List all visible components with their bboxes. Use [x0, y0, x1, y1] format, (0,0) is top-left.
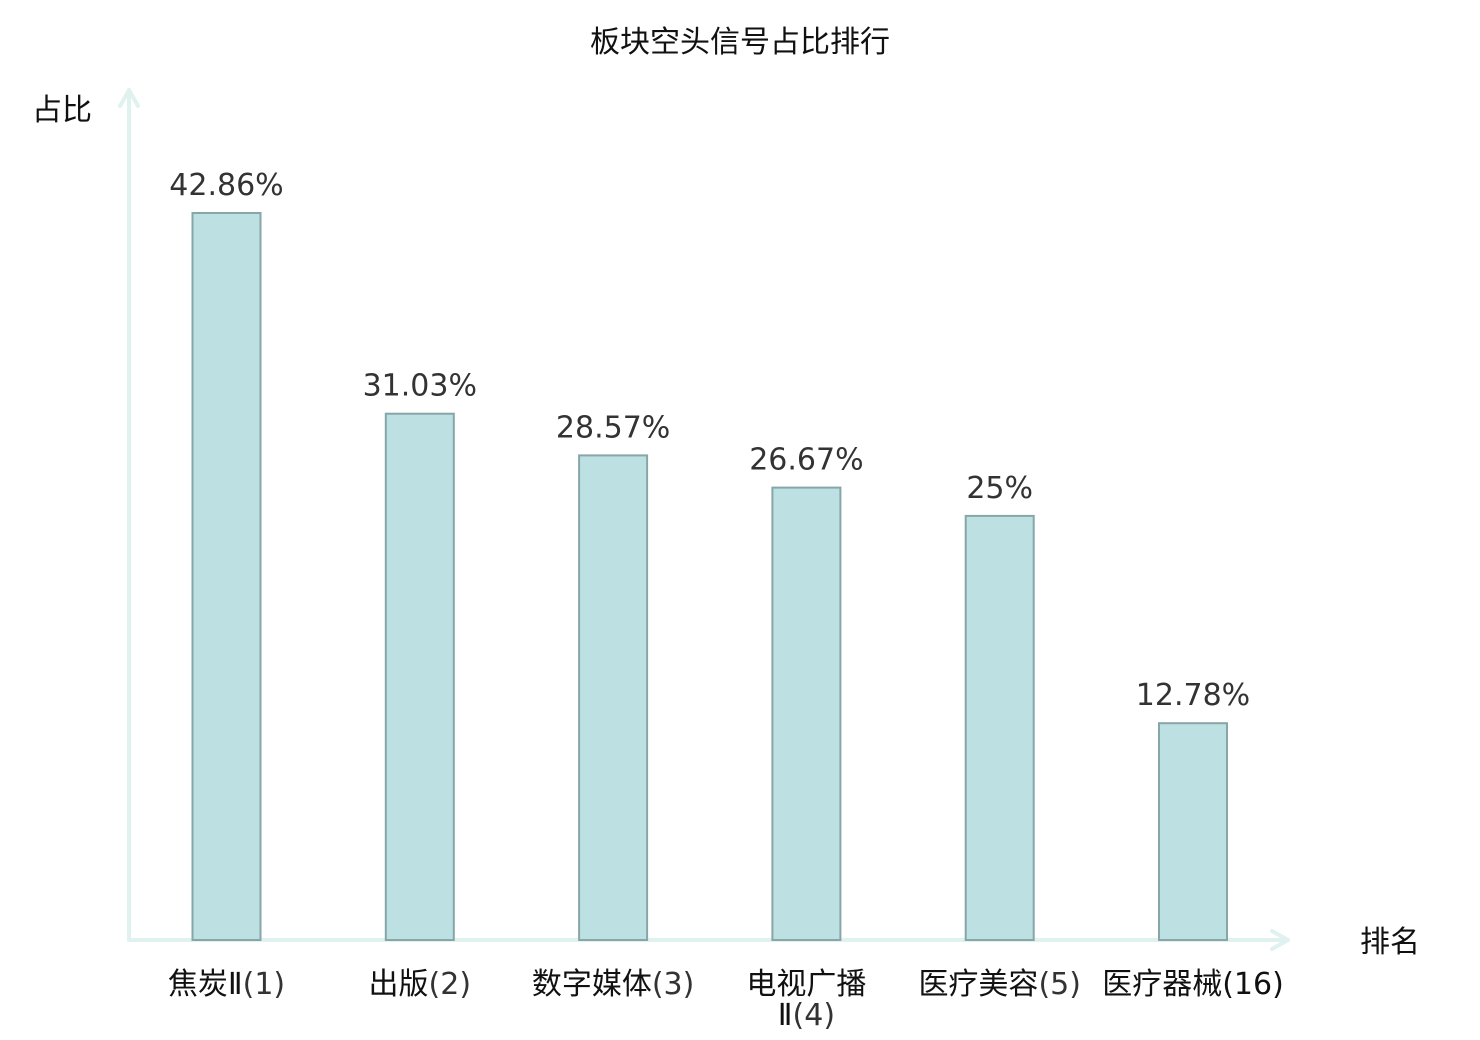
x-tick-rank: (3): [652, 967, 695, 1002]
x-tick-name: 医疗器械: [1102, 967, 1222, 1002]
bar-value-label: 12.78%: [1136, 678, 1250, 713]
x-axis-arrow: [1270, 929, 1290, 951]
chart-title: 板块空头信号占比排行: [590, 25, 890, 60]
x-tick-name: 焦炭Ⅱ: [168, 967, 243, 1002]
bar-value-label: 26.67%: [749, 443, 863, 478]
axes: [118, 88, 1290, 951]
bar: [771, 486, 842, 941]
bar: [578, 454, 649, 941]
x-tick-label: 出版(2): [369, 967, 472, 1002]
y-axis-arrow: [118, 88, 140, 108]
x-tick-name: 数字媒体: [532, 967, 652, 1002]
x-tick-label: 电视广播: [746, 967, 866, 1002]
x-tick-label-line2: Ⅱ(4): [778, 998, 835, 1033]
x-tick-label: 数字媒体(3): [532, 967, 695, 1002]
x-tick-label: 医疗美容(5): [918, 967, 1080, 1002]
x-tick-rank: (1): [243, 967, 286, 1002]
x-tick-name-suffix: Ⅱ: [778, 998, 793, 1033]
x-tick-label: 医疗器械(16): [1102, 967, 1284, 1002]
bar: [191, 212, 262, 941]
x-tick-label: 焦炭Ⅱ(1): [168, 967, 285, 1002]
x-tick-name: 医疗美容: [918, 967, 1038, 1002]
bars-group: [191, 212, 1228, 942]
x-tick-rank: (5): [1038, 967, 1081, 1002]
x-tick-rank: (16): [1222, 967, 1284, 1002]
x-tick-name: 出版: [369, 967, 429, 1002]
value-labels-group: 42.86% 31.03% 28.57% 26.67% 25% 12.78%: [169, 168, 1250, 713]
bar-value-label: 31.03%: [363, 369, 477, 404]
bar-value-label: 28.57%: [556, 410, 670, 445]
x-tick-rank: (4): [793, 998, 836, 1033]
bar-value-label: 42.86%: [169, 168, 283, 203]
y-axis-title: 占比: [32, 93, 92, 128]
x-axis-title: 排名: [1360, 925, 1420, 960]
bar: [964, 514, 1035, 942]
bar-value-label: 25%: [966, 471, 1033, 506]
x-tick-rank: (2): [429, 967, 472, 1002]
bar: [1158, 722, 1228, 942]
bar: [384, 412, 455, 941]
x-tick-name: 电视广播: [746, 967, 866, 1002]
